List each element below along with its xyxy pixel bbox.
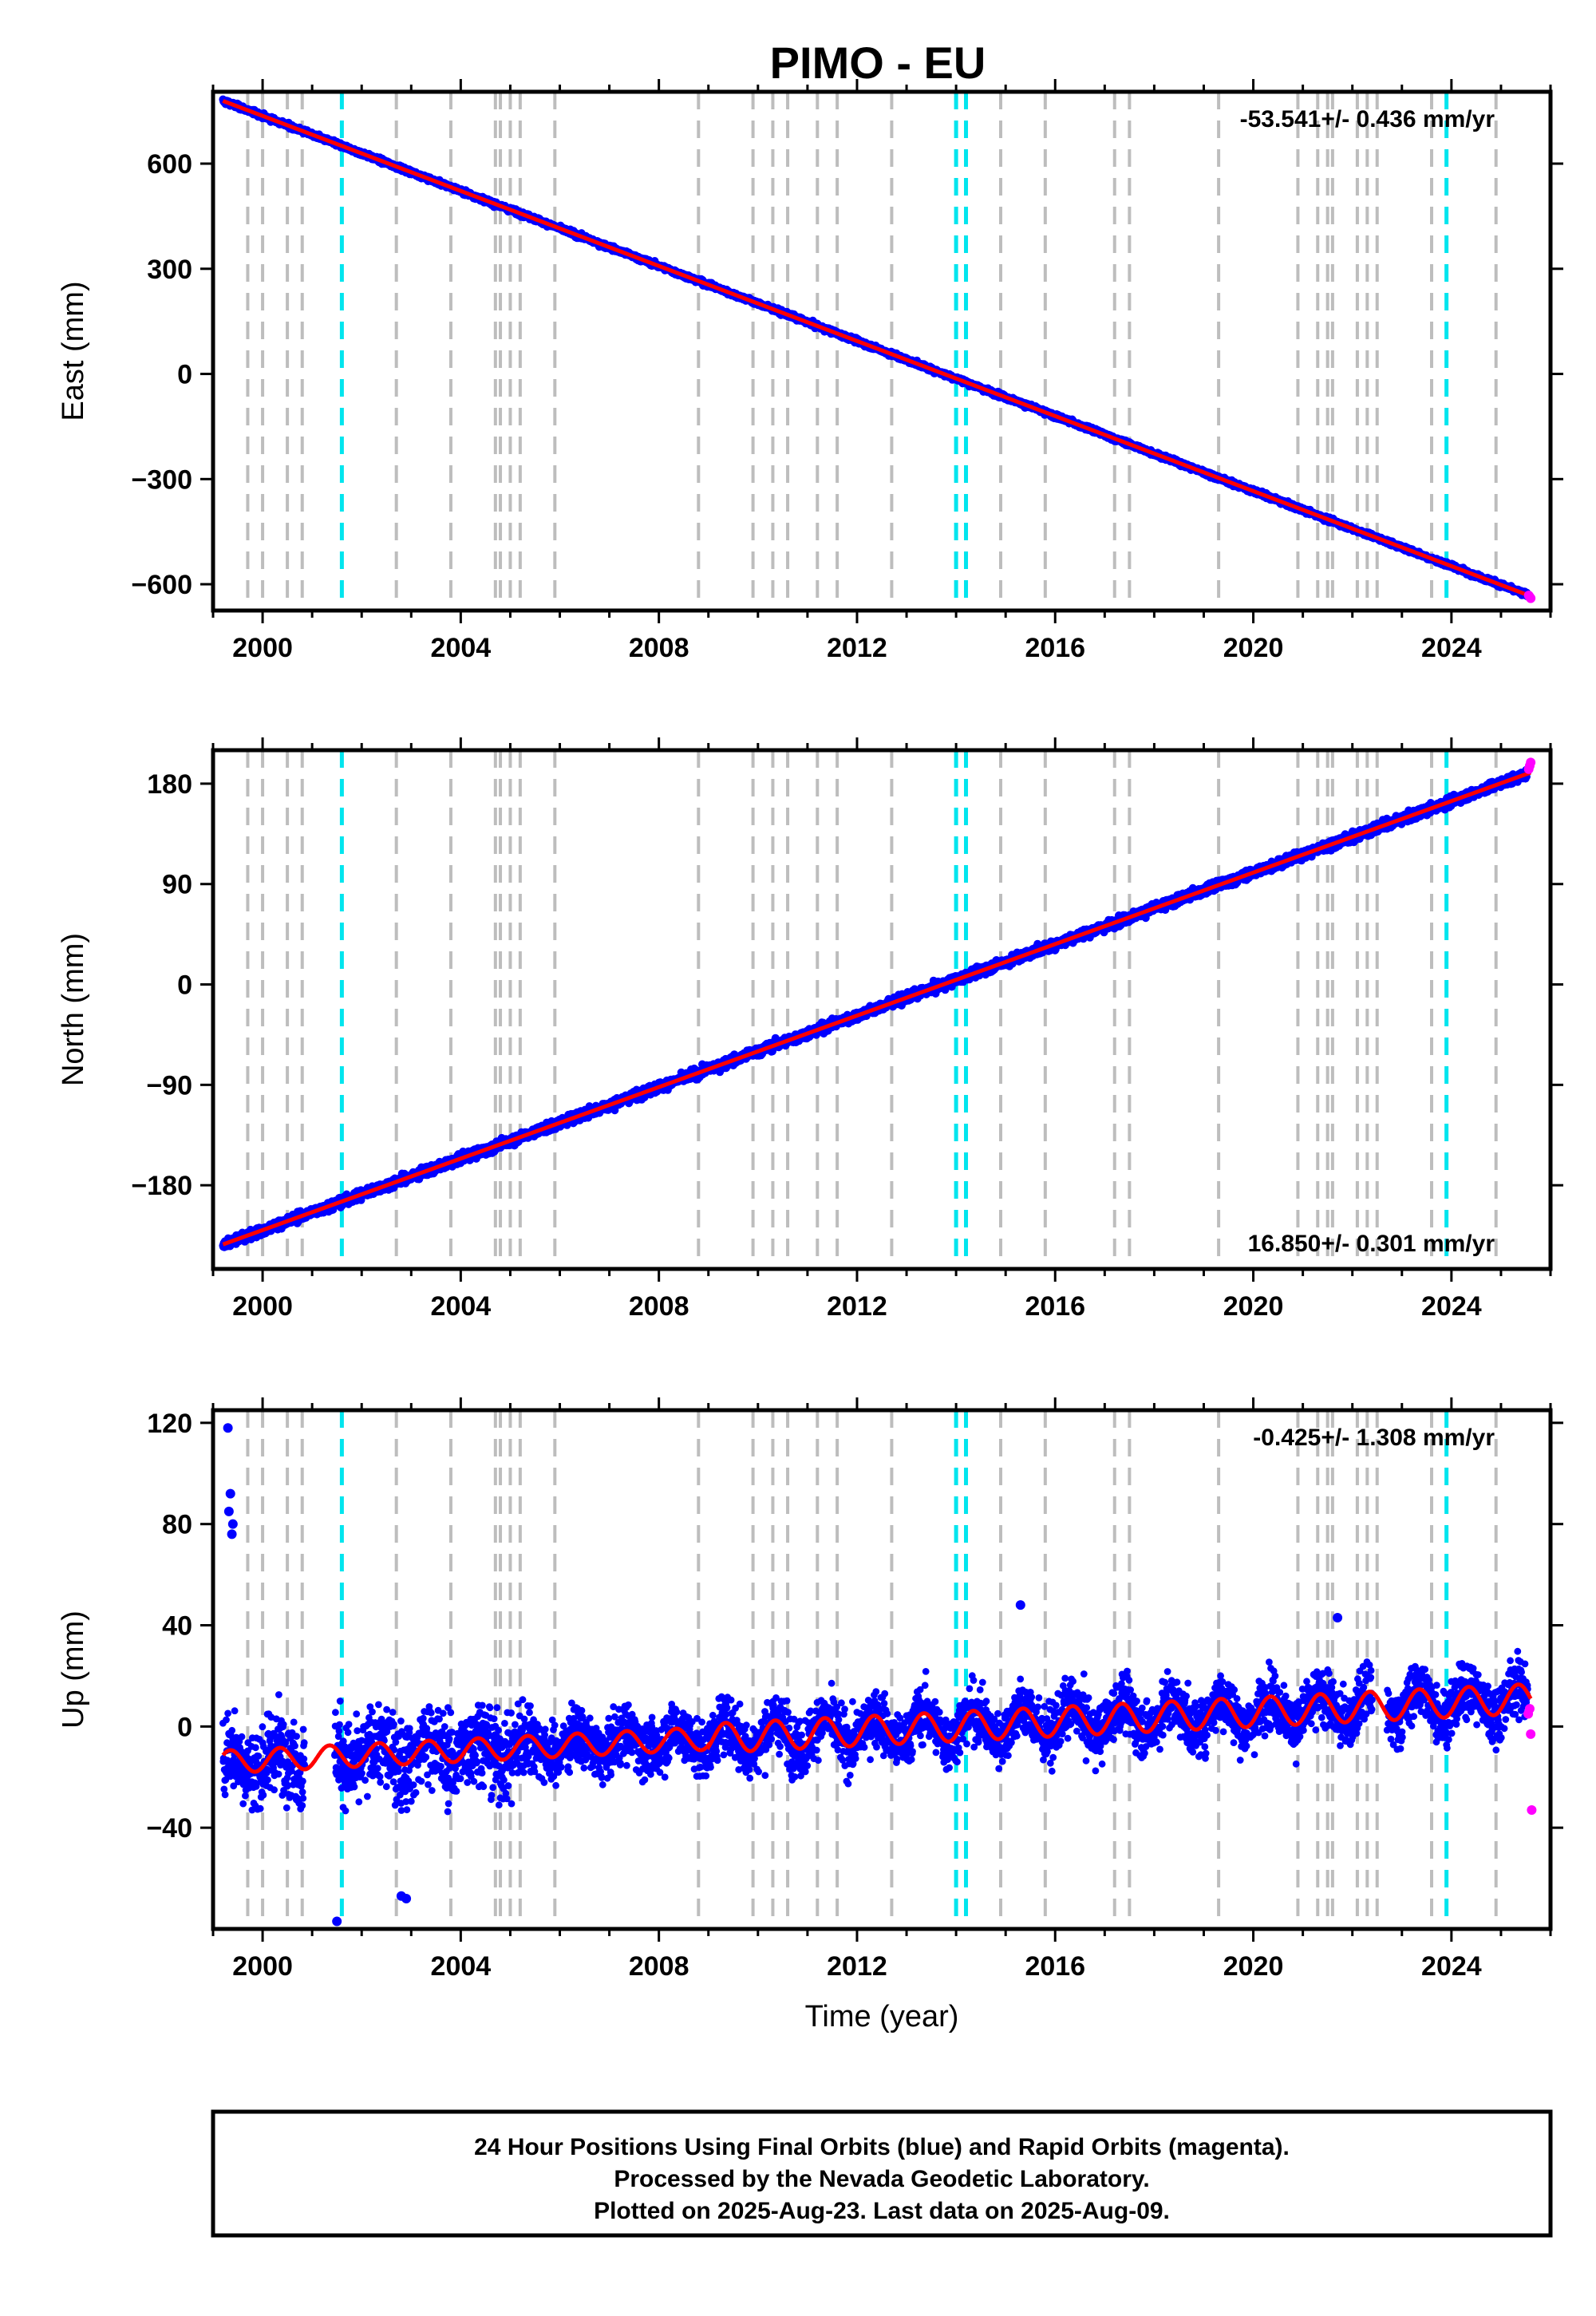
- up-panel: 2000 2004 2008 2012 2016 2020 2024 −40 0 40 80 120 U…: [57, 1397, 1563, 2033]
- rapid-point: [1527, 1804, 1537, 1815]
- x-tick-label: 2004: [431, 633, 492, 663]
- north-axis-label: North (mm): [57, 933, 90, 1086]
- rapid-point: [1526, 1729, 1536, 1739]
- y-tick-label: 90: [162, 870, 192, 900]
- up-plot-area: [219, 1410, 1537, 1929]
- figure-title: PIMO - EU: [770, 38, 986, 88]
- y-tick-label: −300: [131, 464, 192, 495]
- north-rate-label: 16.850+/- 0.301 mm/yr: [1248, 1231, 1495, 1257]
- rapid-point: [1526, 757, 1536, 768]
- x-tick-label: 2004: [431, 1951, 492, 1982]
- outlier-point: [332, 1916, 342, 1927]
- x-tick-label: 2016: [1025, 633, 1085, 663]
- outlier-point: [223, 1423, 233, 1433]
- footer-box: 24 Hour Positions Using Final Orbits (bl…: [211, 2109, 1553, 2238]
- y-tick-label: 0: [177, 970, 192, 1001]
- x-tick-label: 2012: [827, 1951, 887, 1982]
- x-tick-label: 2024: [1421, 633, 1482, 663]
- up-axis-label: Up (mm): [57, 1611, 90, 1729]
- x-tick-label: 2016: [1025, 1291, 1085, 1322]
- rapid-point: [1526, 593, 1536, 603]
- y-tick-label: 0: [177, 1712, 192, 1742]
- footer-frame: [211, 2109, 1553, 2238]
- model-line: [222, 99, 1531, 599]
- x-tick-label: 2024: [1421, 1951, 1482, 1982]
- outlier-point: [227, 1519, 238, 1529]
- outlier-point: [225, 1488, 235, 1499]
- outlier-point: [223, 1506, 234, 1516]
- east-axis-label: East (mm): [57, 281, 90, 421]
- x-tick-label: 2008: [629, 1291, 689, 1322]
- rapid-point: [1524, 1704, 1535, 1714]
- y-tick-label: 40: [162, 1611, 192, 1642]
- x-tick-label: 2016: [1025, 1951, 1085, 1982]
- north-plot-area: [219, 750, 1536, 1269]
- x-tick-label: 2008: [629, 1951, 689, 1982]
- x-tick-label: 2020: [1223, 1951, 1284, 1982]
- x-tick-label: 2000: [232, 633, 293, 663]
- y-tick-label: 0: [177, 360, 192, 390]
- y-tick-label: 180: [147, 769, 192, 800]
- x-tick-label: 2000: [232, 1951, 293, 1982]
- north-frame: [211, 748, 1553, 1271]
- up-final-points: [219, 1647, 1531, 1816]
- outlier-point: [401, 1893, 412, 1903]
- x-tick-label: 2004: [431, 1291, 492, 1322]
- model-line: [222, 770, 1531, 1247]
- final-point-cloud: [219, 1647, 1531, 1816]
- time-axis-label: Time (year): [805, 2000, 959, 2033]
- east-rate-label: -53.541+/- 0.436 mm/yr: [1240, 106, 1495, 132]
- north-panel: 2000 2004 2008 2012 2016 2020 2024 −180 −90 0 90 18…: [57, 737, 1563, 1322]
- footer-line-3: Plotted on 2025-Aug-23. Last data on 202…: [594, 2198, 1170, 2224]
- footer-line-2: Processed by the Nevada Geodetic Laborat…: [614, 2166, 1149, 2192]
- y-tick-label: 300: [147, 255, 192, 285]
- x-tick-label: 2020: [1223, 633, 1284, 663]
- footer-line-1: 24 Hour Positions Using Final Orbits (bl…: [474, 2134, 1290, 2160]
- panels: 2000 2004 2008 2012 2016 2020 2024 −600 −300 0 300…: [57, 79, 1563, 2033]
- y-tick-label: −180: [131, 1171, 192, 1201]
- model-line: [221, 1682, 1533, 1774]
- y-tick-label: 80: [162, 1510, 192, 1540]
- y-tick-label: 120: [147, 1409, 192, 1439]
- east-plot-area: [219, 92, 1536, 611]
- east-frame: [211, 89, 1553, 613]
- x-tick-label: 2000: [232, 1291, 293, 1322]
- outlier-point: [1333, 1613, 1343, 1622]
- up-frame: [211, 1408, 1553, 1931]
- x-tick-label: 2008: [629, 633, 689, 663]
- x-tick-label: 2012: [827, 1291, 887, 1322]
- x-tick-label: 2024: [1421, 1291, 1482, 1322]
- outlier-point: [1015, 1600, 1025, 1611]
- y-tick-label: 600: [147, 149, 192, 180]
- y-tick-label: −40: [146, 1813, 192, 1844]
- x-tick-label: 2020: [1223, 1291, 1284, 1322]
- outlier-point: [227, 1529, 237, 1539]
- east-panel: 2000 2004 2008 2012 2016 2020 2024 −600 −300 0 300…: [57, 79, 1563, 663]
- y-tick-label: −90: [146, 1070, 192, 1101]
- x-tick-label: 2012: [827, 633, 887, 663]
- y-tick-label: −600: [131, 570, 192, 600]
- up-rate-label: -0.425+/- 1.308 mm/yr: [1253, 1425, 1495, 1451]
